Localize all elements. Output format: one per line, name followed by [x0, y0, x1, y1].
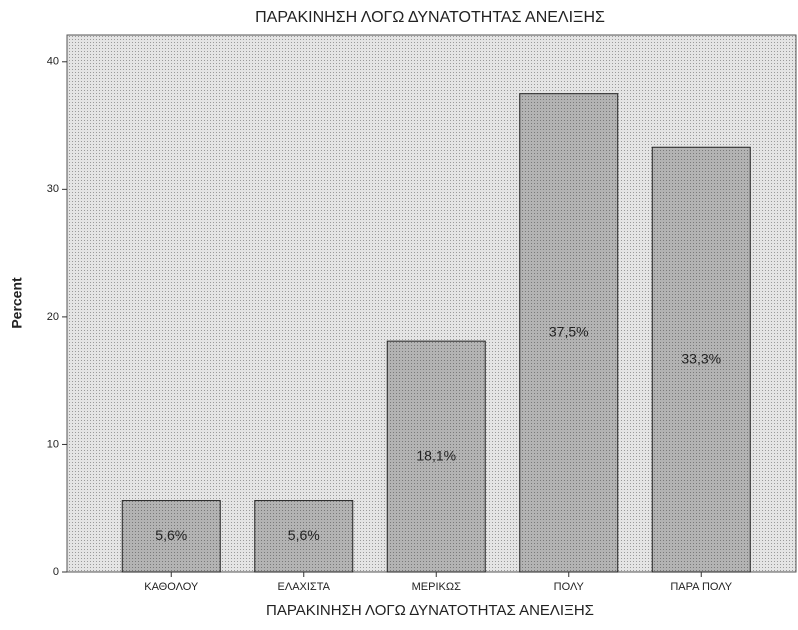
chart-title: ΠΑΡΑΚΙΝΗΣΗ ΛΟΓΩ ΔΥΝΑΤΟΤΗΤΑΣ ΑΝΕΛΙΞΗΣ: [255, 9, 605, 26]
x-tick-label: ΠΟΛΥ: [554, 581, 585, 593]
y-tick-label: 20: [47, 311, 59, 323]
data-label: 5,6%: [288, 527, 320, 543]
y-tick-label: 40: [47, 56, 59, 68]
bar: [651, 146, 751, 573]
data-label: 33,3%: [681, 350, 721, 366]
x-tick-label: ΜΕΡΙΚΩΣ: [412, 581, 461, 593]
x-tick-label: ΕΛΑΧΙΣΤΑ: [278, 581, 331, 593]
data-label: 18,1%: [416, 447, 456, 463]
bar: [386, 340, 486, 573]
data-label: 5,6%: [155, 527, 187, 543]
y-tick-label: 10: [47, 438, 59, 450]
y-tick-label: 0: [53, 566, 59, 578]
bar: [254, 500, 354, 573]
y-axis-label: Percent: [9, 277, 25, 329]
data-label: 37,5%: [549, 324, 589, 340]
y-tick-label: 30: [47, 183, 59, 195]
x-axis-label: ΠΑΡΑΚΙΝΗΣΗ ΛΟΓΩ ΔΥΝΑΤΟΤΗΤΑΣ ΑΝΕΛΙΞΗΣ: [266, 602, 594, 619]
bar: [519, 93, 619, 573]
x-tick-label: ΠΑΡΑ ΠΟΛΥ: [670, 581, 732, 593]
x-tick-label: ΚΑΘΟΛΟΥ: [144, 581, 199, 593]
